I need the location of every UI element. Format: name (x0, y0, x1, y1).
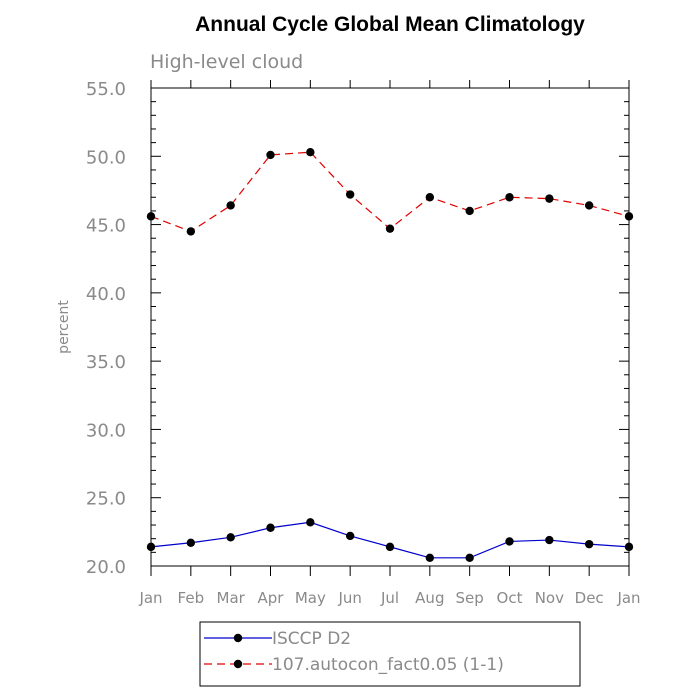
x-tick-label: May (295, 589, 326, 607)
x-tick-label: Feb (178, 589, 205, 607)
legend-entry-1: 107.autocon_fact0.05 (1-1) (204, 655, 504, 675)
legend-marker (233, 659, 243, 669)
y-tick-label: 45.0 (86, 216, 126, 237)
ticks-layer: 20.0 25.0 30.0 35.0 40.0 45.0 50.0 55.0 Jan Feb Ma… (86, 79, 641, 607)
data-point (505, 537, 514, 546)
series-1 (146, 147, 634, 236)
data-point (266, 523, 275, 532)
data-point (226, 533, 235, 542)
y-tick-label: 55.0 (86, 79, 126, 100)
x-tick-label: Apr (258, 589, 285, 607)
data-point (584, 201, 594, 210)
data-point (186, 227, 196, 236)
data-point (505, 193, 514, 202)
data-point (385, 542, 395, 552)
legend: ISCCP D2 107.autocon_fact0.05 (1-1) (199, 621, 581, 687)
data-point (345, 190, 355, 199)
data-point (306, 147, 315, 157)
plot-frame (150, 87, 630, 567)
y-tick-label: 50.0 (86, 147, 126, 168)
data-point (425, 553, 435, 563)
x-tick-label: Oct (497, 589, 523, 607)
x-tick-label: Jan (616, 589, 640, 607)
data-point (345, 531, 355, 541)
legend-items: ISCCP D2 107.autocon_fact0.05 (1-1) (204, 629, 504, 675)
y-tick-label: 25.0 (86, 489, 126, 510)
data-point (425, 193, 435, 202)
data-point (545, 194, 554, 203)
data-point (545, 535, 554, 545)
data-point (465, 206, 474, 216)
legend-label: ISCCP D2 (272, 629, 351, 649)
x-tick-label: Dec (575, 589, 604, 607)
series-layer (146, 147, 634, 563)
x-tick-label: Aug (415, 589, 444, 607)
legend-label: 107.autocon_fact0.05 (1-1) (272, 655, 504, 675)
data-point (186, 538, 196, 547)
x-tick-label: Jan (138, 589, 162, 607)
data-point (226, 201, 235, 210)
x-tick-label: Jul (380, 589, 399, 607)
data-point (465, 553, 474, 563)
data-point (266, 150, 275, 160)
chart-subtitle: High-level cloud (150, 51, 303, 73)
legend-box (199, 621, 581, 687)
y-tick-label: 35.0 (86, 352, 126, 373)
x-tick-label: Nov (535, 589, 564, 607)
series-line (150, 521, 630, 559)
data-point (385, 224, 395, 233)
legend-marker (233, 633, 243, 643)
series-line (150, 151, 630, 233)
x-tick-label: Jun (337, 589, 361, 607)
x-tick-label: Mar (217, 589, 246, 607)
y-tick-label: 30.0 (86, 420, 126, 441)
legend-entry-0: ISCCP D2 (204, 629, 351, 649)
y-axis-label: percent (56, 300, 72, 354)
y-tick-label: 20.0 (86, 557, 126, 578)
chart-title: Annual Cycle Global Mean Climatology (195, 13, 585, 36)
y-tick-label: 40.0 (86, 284, 126, 305)
data-point (306, 518, 315, 527)
series-0 (146, 518, 634, 563)
x-tick-label: Sep (456, 589, 484, 607)
data-point (584, 539, 594, 549)
